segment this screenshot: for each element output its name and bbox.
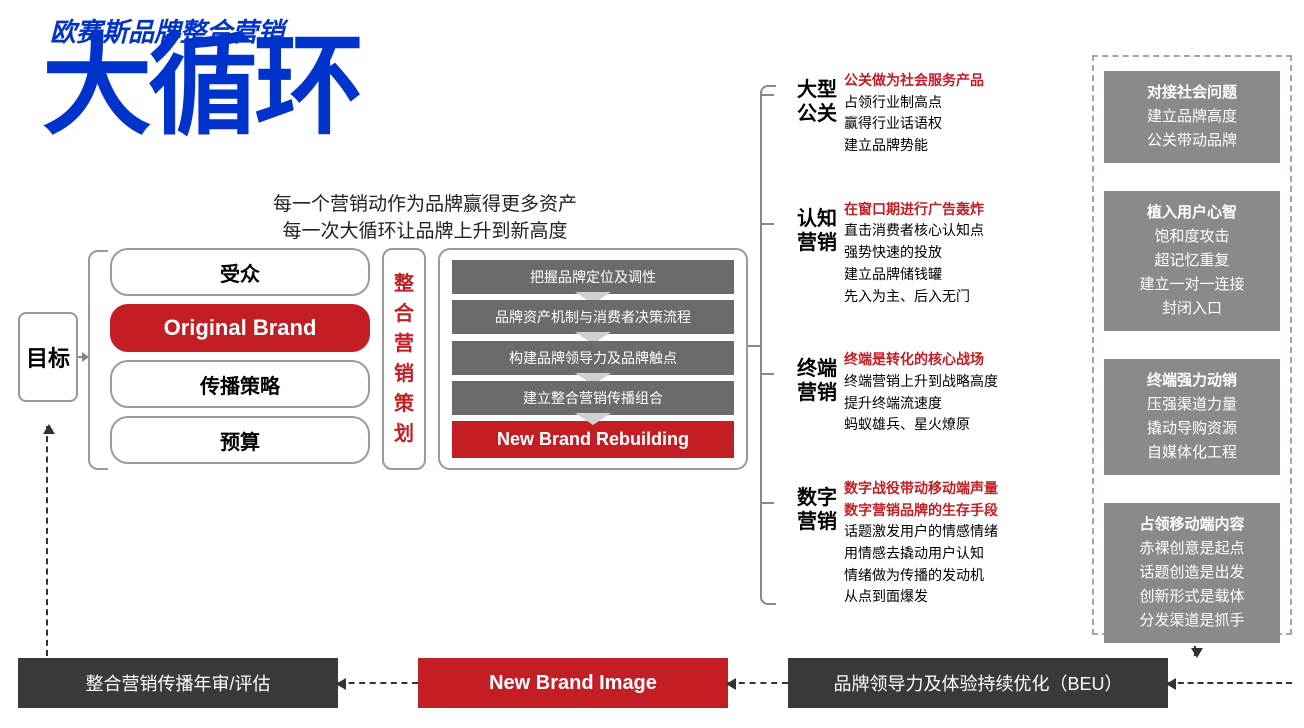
gray-step-0: 把握品牌定位及调性 bbox=[452, 260, 734, 294]
arrow-down-from-dashed bbox=[1194, 646, 1196, 656]
goal-label: 目标 bbox=[26, 341, 70, 373]
stack-item-1: Original Brand bbox=[110, 304, 370, 352]
tagline-line-1: 每一个营销动作为品牌赢得更多资产 bbox=[225, 192, 625, 219]
stack-item-0: 受众 bbox=[110, 248, 370, 296]
bottom-left-box: 整合营销传播年审/评估 bbox=[18, 658, 338, 708]
arrow-up-to-goal bbox=[46, 426, 48, 656]
branch-body: 数字战役带动移动端声量数字营销品牌的生存手段话题激发用户的情感情绪用情感去撬动用… bbox=[844, 478, 1070, 608]
branch-bracket bbox=[760, 85, 790, 605]
input-stack: 受众 Original Brand 传播策略预算 bbox=[110, 248, 370, 464]
vertical-planning-box: 整合营销策划 bbox=[382, 248, 426, 470]
branch-3: 数字营销数字战役带动移动端声量数字营销品牌的生存手段话题激发用户的情感情绪用情感… bbox=[790, 478, 1070, 608]
branch-label: 数字营销 bbox=[790, 478, 844, 608]
tagline: 每一个营销动作为品牌赢得更多资产 每一次大循环让品牌上升到新高度 bbox=[225, 192, 625, 245]
new-brand-rebuilding-box: New Brand Rebuilding bbox=[452, 421, 734, 458]
bottom-mid-box: New Brand Image bbox=[418, 658, 728, 708]
goal-box: 目标 bbox=[18, 312, 78, 402]
gray-step-2: 构建品牌领导力及品牌触点 bbox=[452, 341, 734, 375]
branch-0: 大型公关公关做为社会服务产品占领行业制高点赢得行业话语权建立品牌势能 bbox=[790, 70, 1070, 157]
bottom-right-box: 品牌领导力及体验持续优化（BEU） bbox=[788, 658, 1168, 708]
branches: 大型公关公关做为社会服务产品占领行业制高点赢得行业话语权建立品牌势能认知营销在窗… bbox=[790, 70, 1070, 608]
dashed-box-2: 终端强力动销压强渠道力量撬动导购资源自媒体化工程 bbox=[1104, 359, 1280, 475]
branch-label: 终端营销 bbox=[790, 349, 844, 436]
dashed-box-3: 占领移动端内容赤裸创意是起点话题创造是出发创新形式是载体分发渠道是抓手 bbox=[1104, 503, 1280, 643]
dashed-box-0: 对接社会问题建立品牌高度公关带动品牌 bbox=[1104, 71, 1280, 163]
dashed-box-1: 植入用户心智饱和度攻击超记忆重复建立一对一连接封闭入口 bbox=[1104, 191, 1280, 331]
arrow-gap-1 bbox=[338, 682, 418, 684]
dashed-column: 对接社会问题建立品牌高度公关带动品牌植入用户心智饱和度攻击超记忆重复建立一对一连… bbox=[1092, 55, 1292, 635]
branch-label: 大型公关 bbox=[790, 70, 844, 157]
branch-label: 认知营销 bbox=[790, 199, 844, 307]
stack-item-2: 传播策略 bbox=[110, 360, 370, 408]
arrow-gap-3 bbox=[1168, 682, 1292, 684]
branch-body: 终端是转化的核心战场终端营销上升到战略高度提升终端流速度蚂蚁雄兵、星火燎原 bbox=[844, 349, 1070, 436]
branch-2: 终端营销终端是转化的核心战场终端营销上升到战略高度提升终端流速度蚂蚁雄兵、星火燎… bbox=[790, 349, 1070, 436]
stack-item-3: 预算 bbox=[110, 416, 370, 464]
gray-step-1: 品牌资产机制与消费者决策流程 bbox=[452, 300, 734, 334]
chevron-down-icon bbox=[452, 415, 734, 421]
arrow-goal-to-stack bbox=[78, 356, 88, 358]
tagline-line-2: 每一次大循环让品牌上升到新高度 bbox=[225, 219, 625, 246]
branch-body: 公关做为社会服务产品占领行业制高点赢得行业话语权建立品牌势能 bbox=[844, 70, 1070, 157]
bottom-row: 整合营销传播年审/评估 New Brand Image 品牌领导力及体验持续优化… bbox=[18, 658, 1292, 708]
gray-step-3: 建立整合营销传播组合 bbox=[452, 381, 734, 415]
branch-1: 认知营销在窗口期进行广告轰炸直击消费者核心认知点强势快速的投放建立品牌储钱罐先入… bbox=[790, 199, 1070, 307]
gray-steps-container: 把握品牌定位及调性品牌资产机制与消费者决策流程构建品牌领导力及品牌触点建立整合营… bbox=[438, 248, 748, 470]
big-title: 大循环 bbox=[42, 32, 360, 142]
arrow-gap-2 bbox=[728, 682, 788, 684]
bracket-left bbox=[88, 250, 108, 470]
branch-body: 在窗口期进行广告轰炸直击消费者核心认知点强势快速的投放建立品牌储钱罐先入为主、后… bbox=[844, 199, 1070, 307]
